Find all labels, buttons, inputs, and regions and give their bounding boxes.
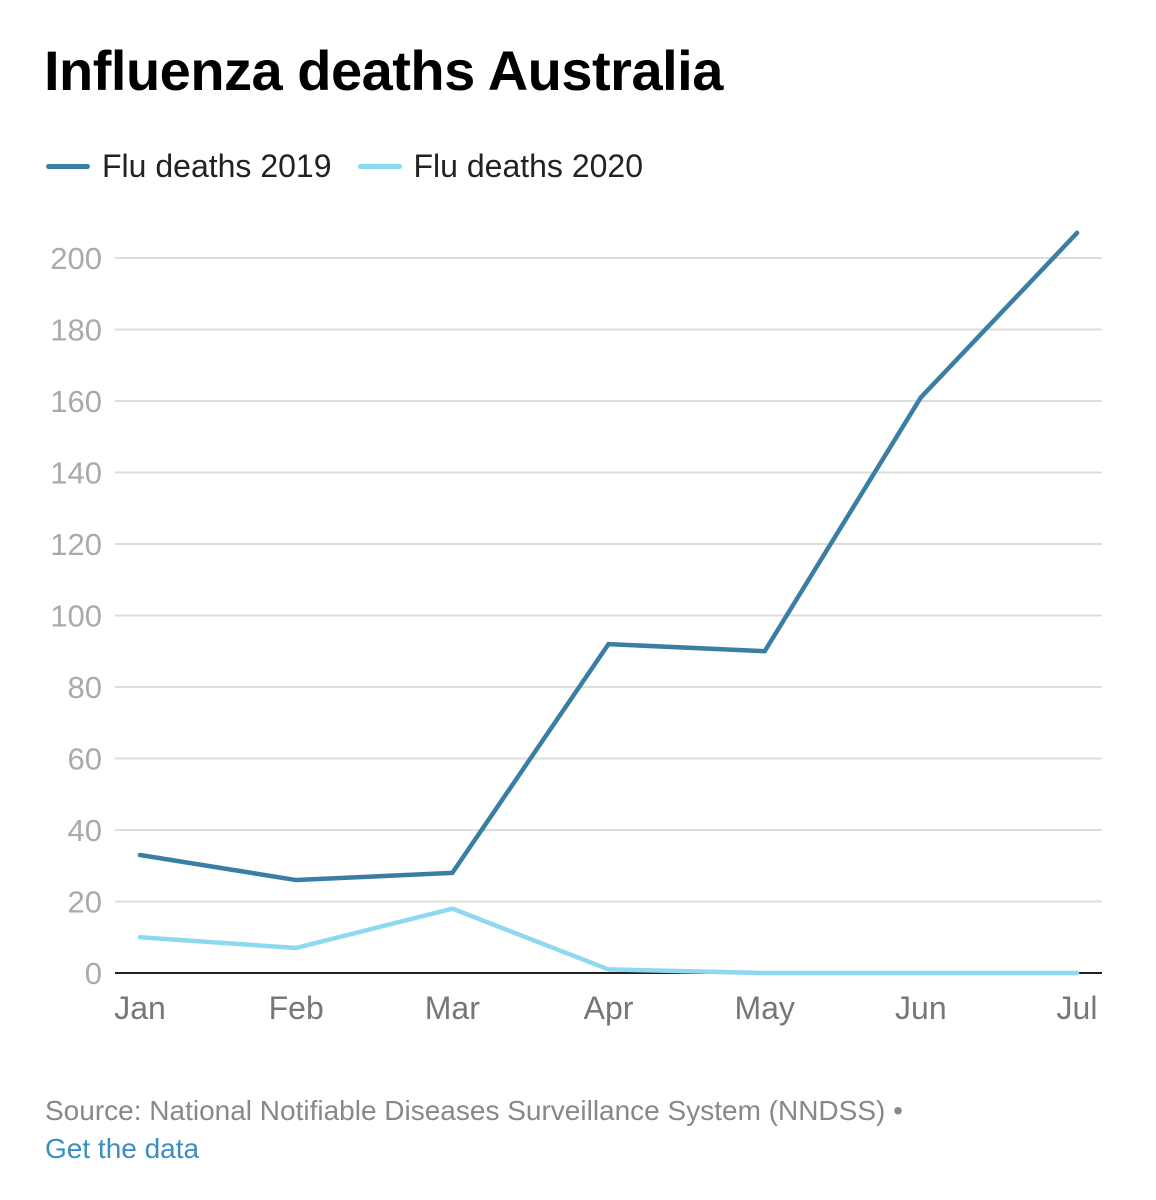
y-tick-label: 20 [68, 885, 102, 920]
y-tick-label: 140 [50, 456, 102, 491]
data-point-2020 [293, 945, 299, 951]
footer-separator: • [893, 1095, 903, 1126]
chart-title: Influenza deaths Australia [44, 39, 723, 102]
data-point-2020 [606, 967, 611, 972]
series-line-2020 [137, 906, 1080, 976]
data-point-2019 [1074, 230, 1080, 236]
x-tick-label: May [734, 990, 794, 1026]
line-chart: 0 20 40 60 80 100 120 140 160 180 200 Jan Feb Mar Apr… [50, 230, 1102, 1026]
legend-swatch-2019 [46, 163, 90, 169]
data-point-2020 [137, 935, 143, 940]
data-point-2019 [606, 641, 611, 647]
x-tick-label: Jun [895, 990, 947, 1026]
y-tick-label: 120 [50, 527, 102, 562]
legend-item-2020: Flu deaths 2020 [357, 147, 644, 185]
data-point-2020 [1074, 970, 1080, 976]
series-lines [137, 230, 1080, 976]
legend-item-2019: Flu deaths 2019 [46, 148, 332, 185]
y-tick-label: 0 [85, 956, 102, 991]
data-point-2020 [918, 970, 924, 976]
y-tick-label: 180 [50, 313, 102, 348]
gridlines [115, 257, 1102, 974]
y-tick-label: 160 [50, 384, 102, 419]
y-tick-label: 60 [68, 742, 102, 777]
chart-footer: Source: National Notifiable Diseases Sur… [45, 1092, 903, 1168]
x-tick-label: Apr [584, 990, 634, 1026]
get-the-data-link[interactable]: Get the data [45, 1133, 200, 1164]
data-point-2020 [762, 970, 767, 976]
y-tick-label: 100 [50, 599, 102, 634]
x-axis-ticks: Jan Feb Mar Apr May Jun Jul [114, 990, 1097, 1026]
data-point-2020 [450, 906, 455, 911]
data-point-2019 [293, 877, 299, 883]
data-point-2019 [137, 852, 143, 858]
x-tick-label: Jan [114, 990, 166, 1026]
legend-label-2019: Flu deaths 2019 [102, 147, 332, 184]
legend-swatch-2020 [357, 163, 402, 169]
y-axis-ticks: 0 20 40 60 80 100 120 140 160 180 200 [50, 241, 102, 991]
x-tick-label: Feb [269, 990, 324, 1026]
y-tick-label: 40 [68, 813, 102, 848]
data-point-2019 [450, 870, 455, 876]
chart-legend: Flu deaths 2019 Flu deaths 2020 [46, 146, 669, 186]
source-note: Source: National Notifiable Diseases Sur… [45, 1095, 886, 1126]
legend-label-2020: Flu deaths 2020 [413, 147, 644, 184]
x-tick-label: Mar [425, 990, 480, 1026]
y-tick-label: 200 [50, 241, 102, 276]
data-point-2019 [762, 649, 767, 654]
x-tick-label: Jul [1057, 990, 1098, 1026]
data-point-2019 [918, 395, 924, 400]
y-tick-label: 80 [68, 670, 102, 705]
